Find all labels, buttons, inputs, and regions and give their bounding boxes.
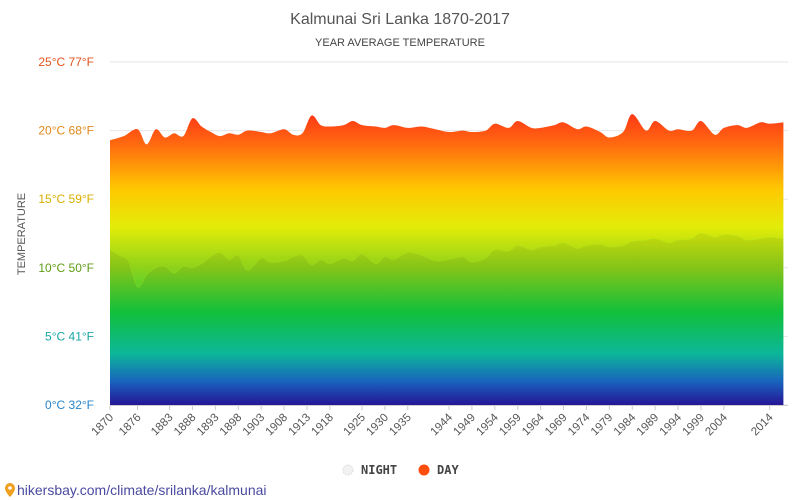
x-tick-label: 2004 xyxy=(703,411,730,438)
legend: NIGHT DAY xyxy=(342,463,460,477)
x-tick-label: 1984 xyxy=(612,411,639,438)
x-tick-label: 1918 xyxy=(309,412,336,439)
legend-label-day: DAY xyxy=(437,463,459,477)
y-tick-label: 10°C 50°F xyxy=(38,261,94,275)
x-tick-label: 1870 xyxy=(90,412,117,439)
credit-text: hikersbay.com/climate/srilanka/kalmunai xyxy=(17,482,267,498)
x-tick-label: 1913 xyxy=(287,412,314,439)
y-axis-label: TEMPERATURE xyxy=(16,193,28,275)
night-line xyxy=(109,233,784,288)
x-tick-label: 1964 xyxy=(520,411,547,438)
x-tick-label: 1925 xyxy=(341,412,368,439)
x-tick-label: 1979 xyxy=(589,412,616,439)
x-tick-label: 1883 xyxy=(149,412,176,439)
x-tick-label: 1876 xyxy=(117,412,144,439)
x-tick-label: 1974 xyxy=(566,411,593,438)
legend-swatch-night xyxy=(342,464,354,476)
x-tick-label: 1959 xyxy=(497,412,524,439)
y-tick-label: 0°C 32°F xyxy=(45,398,94,412)
location-pin-icon xyxy=(5,483,15,497)
chart-title: Kalmunai Sri Lanka 1870-2017 xyxy=(290,11,510,28)
y-tick-label: 20°C 68°F xyxy=(38,124,94,138)
x-tick-label: 1888 xyxy=(172,412,199,439)
legend-item-night[interactable]: NIGHT xyxy=(342,463,397,477)
x-tick-label: 2014 xyxy=(749,411,776,438)
x-tick-label: 1908 xyxy=(264,412,291,439)
x-tick-label: 1954 xyxy=(474,411,501,438)
y-tick-label: 25°C 77°F xyxy=(38,55,94,69)
x-tick-label: 1903 xyxy=(241,412,268,439)
x-tick-label: 1944 xyxy=(429,411,456,438)
x-tick-label: 1935 xyxy=(387,412,414,439)
y-axis-ticks: 25°C 77°F 20°C 68°F 15°C 59°F 10°C 50°F 5°C … xyxy=(38,55,94,412)
location-pin-dot xyxy=(8,486,12,490)
y-tick-label: 5°C 41°F xyxy=(45,329,94,343)
chart-subtitle: YEAR AVERAGE TEMPERATURE xyxy=(315,37,485,49)
credit-link[interactable]: hikersbay.com/climate/srilanka/kalmunai xyxy=(5,482,267,498)
x-axis-ticks: 1870 1876 18831888189318981903190819131918… xyxy=(90,405,776,439)
x-tick-label: 1994 xyxy=(658,411,685,438)
x-tick-label: 1949 xyxy=(451,412,478,439)
x-tick-label: 1930 xyxy=(364,412,391,439)
x-tick-label: 1893 xyxy=(195,412,222,439)
x-tick-label: 1999 xyxy=(680,412,707,439)
legend-item-day[interactable]: DAY xyxy=(418,463,460,477)
legend-label-night: NIGHT xyxy=(361,463,397,477)
legend-swatch-day xyxy=(418,464,430,476)
x-tick-label: 1989 xyxy=(635,412,662,439)
x-tick-label: 1969 xyxy=(543,412,570,439)
y-tick-label: 15°C 59°F xyxy=(38,192,94,206)
night-area xyxy=(110,233,784,405)
x-tick-label: 1898 xyxy=(218,412,245,439)
